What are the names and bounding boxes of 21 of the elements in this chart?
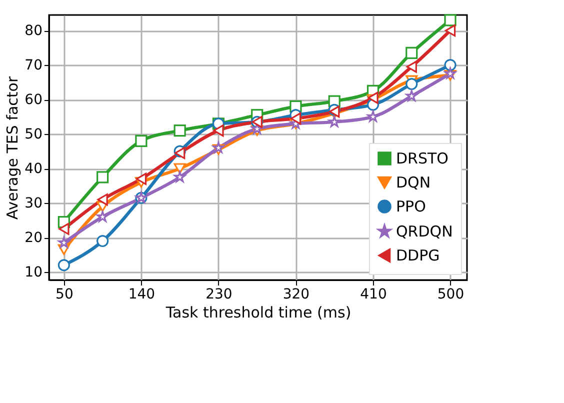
y-tick-label: 60 [24, 92, 42, 108]
y-tick-label: 50 [24, 126, 42, 143]
y-tick-label: 20 [24, 230, 42, 246]
y-axis-title: Average TES factor [4, 76, 22, 220]
x-tick-label: 50 [56, 286, 74, 302]
x-tick-label: 410 [360, 286, 387, 302]
legend-label: DDPG [396, 246, 440, 264]
y-tick-label: 30 [24, 196, 42, 212]
x-tick-label: 500 [437, 286, 464, 302]
legend-label: PPO [396, 198, 426, 216]
legend-label: DRSTO [396, 150, 448, 168]
x-tick-label: 320 [282, 286, 310, 302]
legend-label: DQN [396, 174, 431, 192]
y-tick-label: 10 [24, 264, 42, 281]
x-tick-label: 230 [206, 286, 232, 302]
y-tick-label: 40 [24, 161, 42, 178]
x-tick-label: 140 [128, 286, 156, 302]
legend-label: QRDQN [396, 222, 453, 240]
y-tick-label: 80 [24, 23, 42, 40]
y-tick-label: 70 [24, 58, 42, 74]
x-axis-title: Task threshold time (ms) [164, 304, 352, 322]
